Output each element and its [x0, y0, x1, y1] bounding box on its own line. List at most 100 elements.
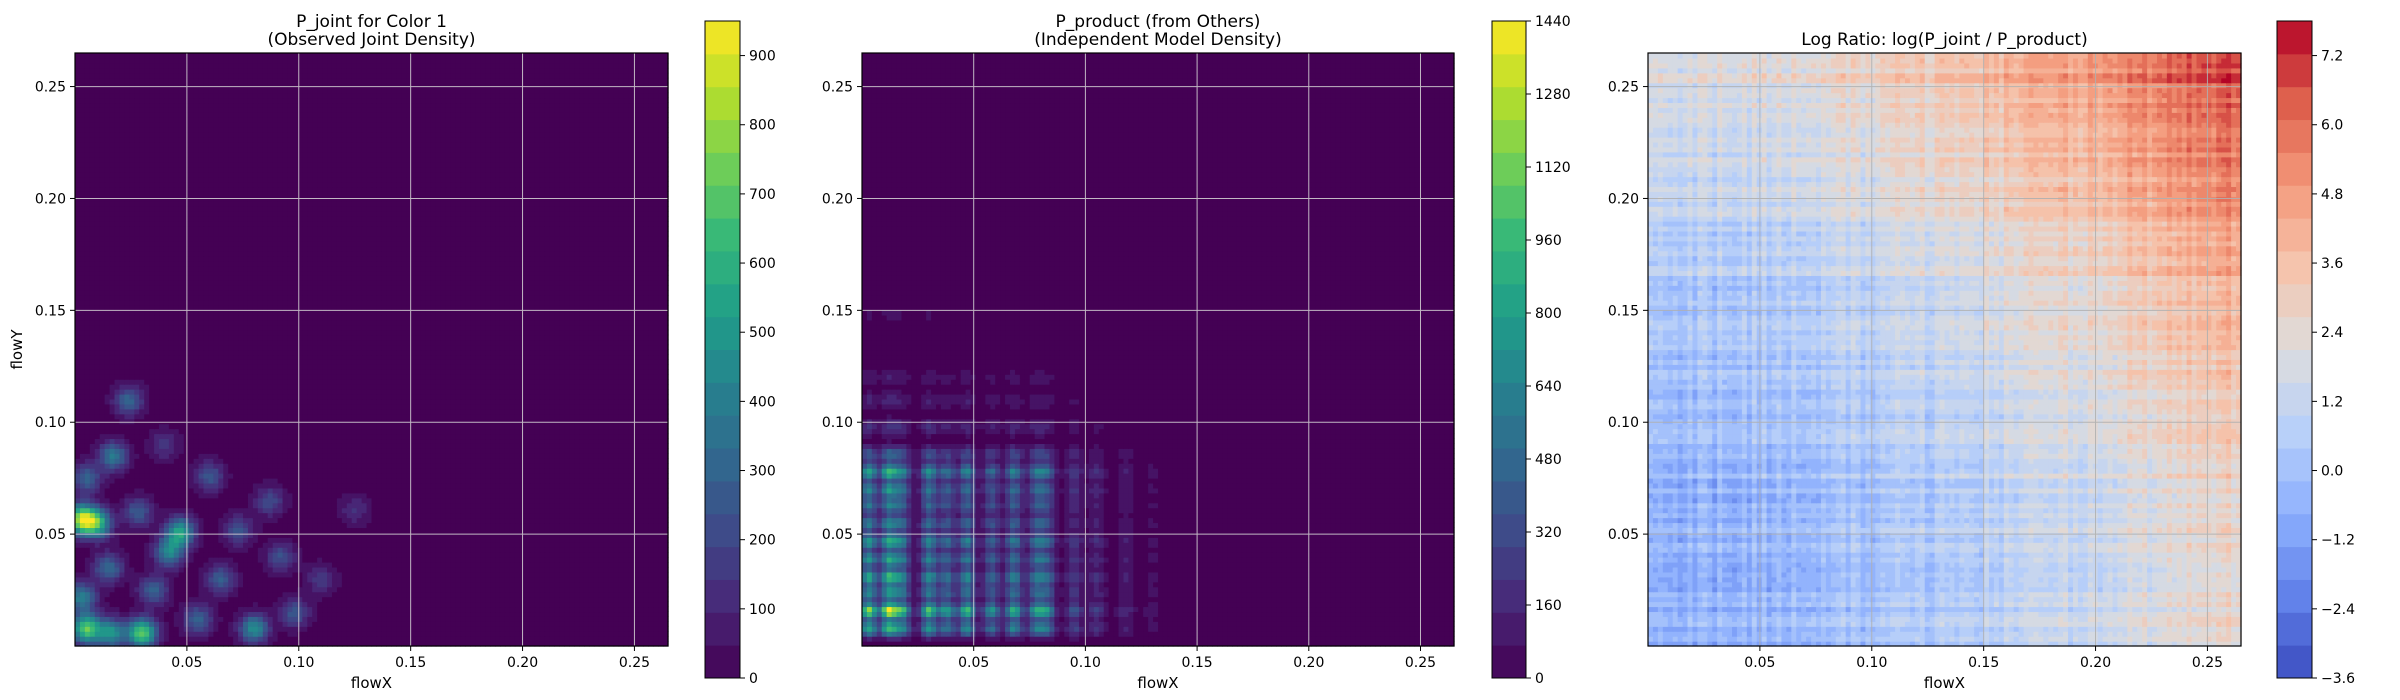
- heatmap-2: [862, 53, 1455, 647]
- colorbar-band: [1492, 547, 1526, 580]
- colorbar-band: [2277, 350, 2312, 383]
- colorbar-band: [2277, 251, 2312, 284]
- y-tick-label: 0.15: [822, 303, 853, 319]
- colorbar-band: [705, 185, 740, 218]
- colorbar-tick-label: 6.0: [2321, 118, 2343, 134]
- colorbar-band: [2277, 579, 2312, 612]
- x-tick-label: 0.20: [507, 655, 538, 671]
- x-tick-label: 0.10: [283, 655, 314, 671]
- x-tick-label: 0.05: [1744, 655, 1775, 671]
- colorbar-band: [705, 317, 740, 350]
- colorbar-band: [1492, 317, 1526, 350]
- colorbar-tick-label: 0: [1535, 671, 1544, 687]
- colorbar-tick-label: 7.2: [2321, 49, 2343, 65]
- colorbar-band: [1492, 645, 1526, 678]
- colorbar-band: [2277, 547, 2312, 580]
- colorbar-band: [705, 382, 740, 415]
- x-axis-label: flowX: [1137, 674, 1178, 692]
- colorbar-band: [1492, 579, 1526, 612]
- y-tick-label: 0.20: [35, 191, 66, 207]
- y-tick-label: 0.05: [35, 527, 66, 543]
- y-tick-label: 0.05: [822, 527, 853, 543]
- colorbar-band: [705, 120, 740, 153]
- colorbar-band: [705, 21, 740, 54]
- colorbar-tick-label: 100: [749, 602, 776, 618]
- colorbar-tick-label: 3.6: [2321, 256, 2343, 272]
- colorbar-tick-label: 700: [749, 187, 776, 203]
- colorbar-tick-label: −2.4: [2321, 602, 2355, 618]
- colorbar-band: [2277, 54, 2312, 87]
- colorbar-band: [1492, 514, 1526, 547]
- colorbar-band: [2277, 218, 2312, 251]
- colorbar-tick-label: 300: [749, 464, 776, 480]
- colorbar-tick-label: 160: [1535, 598, 1562, 614]
- colorbar-tick-label: 500: [749, 325, 776, 341]
- colorbar-band: [1492, 87, 1526, 120]
- colorbar-band: [705, 514, 740, 547]
- y-tick-label: 0.10: [35, 415, 66, 431]
- colorbar-band: [1492, 481, 1526, 514]
- colorbar-band: [1492, 284, 1526, 317]
- colorbar-band: [705, 481, 740, 514]
- y-tick-label: 0.10: [822, 415, 853, 431]
- x-tick-label: 0.20: [2080, 655, 2111, 671]
- colorbar-tick-label: 0: [749, 671, 758, 687]
- panel-1: 0.05 0.10 0.15 0.20 0.25 0.05 0.10 0.15 0.20 0.25…: [8, 12, 776, 692]
- x-tick-label: 0.25: [2192, 655, 2223, 671]
- colorbar-band: [705, 645, 740, 678]
- colorbar-band: [2277, 152, 2312, 185]
- y-tick-label: 0.25: [1608, 80, 1639, 96]
- heatmap-3: [1648, 53, 2242, 647]
- x-tick-label: 0.05: [958, 655, 989, 671]
- chart-title: Log Ratio: log(P_joint / P_product): [1801, 30, 2087, 50]
- chart-title: P_joint for Color 1: [296, 12, 447, 32]
- colorbar-tick-label: 960: [1535, 233, 1562, 249]
- panel-2: 0.05 0.10 0.15 0.20 0.250.050.100.150.200.25…: [822, 12, 1571, 692]
- colorbar-tick-label: 2.4: [2321, 325, 2343, 341]
- x-tick-label: 0.15: [395, 655, 426, 671]
- y-tick-label: 0.20: [1608, 191, 1639, 207]
- x-tick-label: 0.25: [619, 655, 650, 671]
- colorbar-band: [705, 284, 740, 317]
- colorbar-band: [2277, 415, 2312, 448]
- colorbar-band: [2277, 612, 2312, 645]
- colorbar-band: [705, 579, 740, 612]
- colorbar-band: [2277, 645, 2312, 678]
- colorbar-band: [1492, 152, 1526, 185]
- colorbar-band: [1492, 448, 1526, 481]
- x-tick-label: 0.25: [1405, 655, 1436, 671]
- colorbar-band: [705, 415, 740, 448]
- y-axis-label: flowY: [8, 329, 26, 370]
- colorbar-band: [2277, 21, 2312, 54]
- colorbar-3: −3.6−2.4−1.20.01.22.43.64.86.07.2: [2277, 21, 2355, 687]
- y-tick-label: 0.25: [35, 80, 66, 96]
- colorbar-tick-label: 800: [749, 118, 776, 134]
- x-tick-label: 0.05: [171, 655, 202, 671]
- colorbar-tick-label: 900: [749, 49, 776, 65]
- colorbar-band: [1492, 185, 1526, 218]
- colorbar-tick-label: 1440: [1535, 14, 1571, 30]
- x-tick-label: 0.10: [1856, 655, 1887, 671]
- y-tick-label: 0.10: [1608, 415, 1639, 431]
- colorbar-band: [705, 87, 740, 120]
- colorbar-band: [1492, 350, 1526, 383]
- colorbar-band: [1492, 382, 1526, 415]
- colorbar-band: [2277, 448, 2312, 481]
- colorbar-band: [705, 251, 740, 284]
- colorbar-band: [2277, 120, 2312, 153]
- colorbar-band: [705, 152, 740, 185]
- colorbar-band: [1492, 21, 1526, 54]
- colorbar-band: [705, 547, 740, 580]
- panel-3: 0.05 0.10 0.15 0.20 0.250.050.100.150.200.25…: [1608, 21, 2355, 692]
- y-tick-label: 0.15: [35, 303, 66, 319]
- colorbar-band: [2277, 514, 2312, 547]
- y-tick-label: 0.15: [1608, 303, 1639, 319]
- colorbar-band: [1492, 251, 1526, 284]
- x-tick-label: 0.20: [1293, 655, 1324, 671]
- colorbar-band: [1492, 120, 1526, 153]
- x-tick-label: 0.10: [1070, 655, 1101, 671]
- colorbar-tick-label: 400: [749, 394, 776, 410]
- colorbar-tick-label: −1.2: [2321, 533, 2355, 549]
